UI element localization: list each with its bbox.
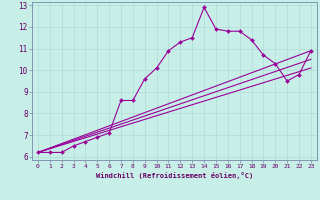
X-axis label: Windchill (Refroidissement éolien,°C): Windchill (Refroidissement éolien,°C) [96, 172, 253, 179]
